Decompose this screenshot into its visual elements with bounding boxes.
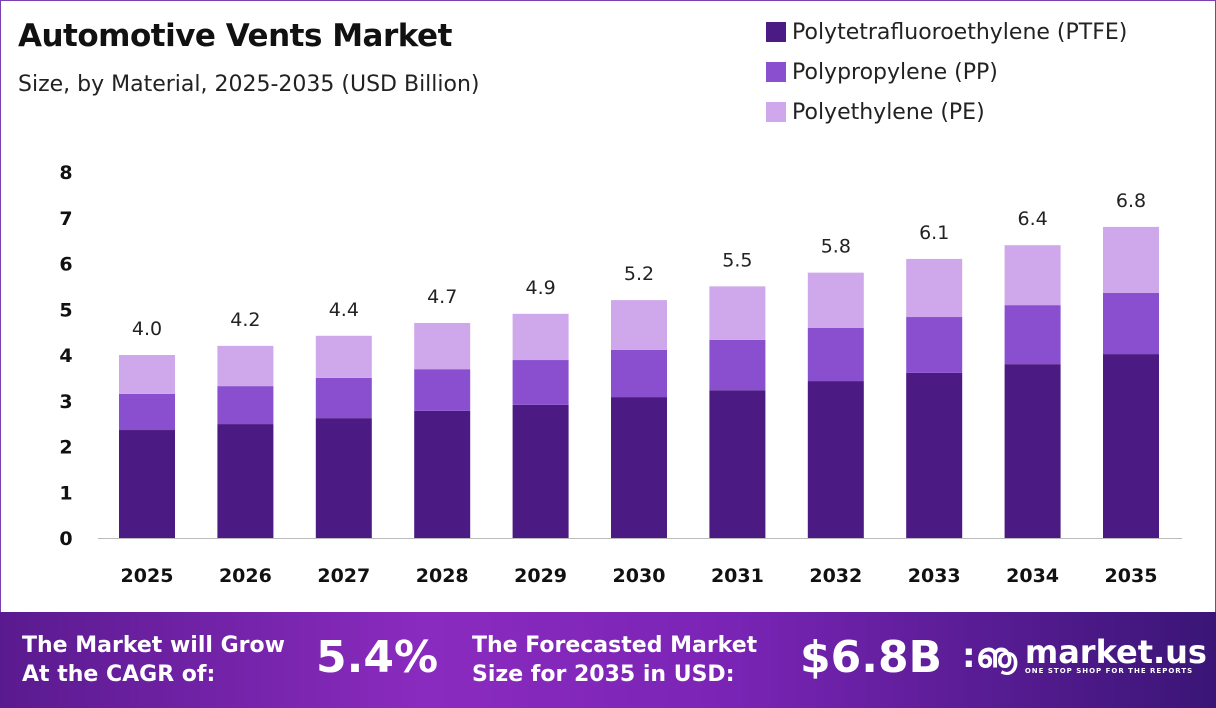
bar-segment-ptfe <box>807 381 864 538</box>
bar-segment-pp <box>315 377 372 419</box>
bar-segment-ptfe <box>906 372 963 538</box>
cagr-value: 5.4% <box>316 632 439 683</box>
bar-segment-pp <box>512 360 569 405</box>
footer-banner: The Market will Grow At the CAGR of: 5.4%… <box>0 612 1216 708</box>
bar-segment-pe <box>512 313 569 361</box>
bar-segment-ptfe <box>217 424 274 538</box>
x-tick-label: 2027 <box>317 565 370 587</box>
bar-chart: 0 1 2 3 4 5 6 7 8 4.0 2025 4.2 2026 4.4 2027 4.7 2028 4.9… <box>59 162 1182 587</box>
bar-segment-pe <box>217 345 274 387</box>
forecast-label-line: Size for 2035 in USD: <box>472 662 735 687</box>
legend-item-pe: Polyethylene (PE) <box>766 92 1127 132</box>
forecast-value: $6.8B <box>800 632 943 683</box>
x-tick-label: 2028 <box>416 565 469 587</box>
bar-segment-pp <box>217 386 274 425</box>
bar-segment-pp <box>414 369 471 411</box>
bar-total-label: 5.2 <box>624 263 654 285</box>
legend: Polytetrafluoroethylene (PTFE) Polypropy… <box>766 12 1127 132</box>
x-tick-label: 2035 <box>1105 565 1158 587</box>
bar-segment-pe <box>315 335 372 378</box>
y-tick-label: 5 <box>59 299 72 321</box>
cagr-label-line: The Market will Grow <box>22 633 285 658</box>
x-tick-label: 2034 <box>1006 565 1059 587</box>
legend-label: Polytetrafluoroethylene (PTFE) <box>792 19 1128 45</box>
x-tick-label: 2029 <box>514 565 567 587</box>
y-tick-label: 3 <box>59 391 72 413</box>
y-tick-label: 0 <box>59 528 72 550</box>
y-tick-label: 6 <box>59 254 72 276</box>
bar-segment-ptfe <box>119 430 175 538</box>
bar-segment-pe <box>414 322 471 370</box>
bar-total-label: 4.0 <box>132 318 162 340</box>
bar-total-label: 6.4 <box>1017 208 1047 230</box>
legend-swatch <box>766 102 786 122</box>
logo-tagline: ONE STOP SHOP FOR THE REPORTS <box>1024 667 1194 675</box>
bar-segment-ptfe <box>709 390 766 538</box>
bar-total-label: 4.9 <box>525 277 555 299</box>
y-tick-label: 2 <box>59 437 72 459</box>
bar-segment-pp <box>1103 292 1159 355</box>
bar-total-label: 5.8 <box>821 236 851 258</box>
bar-segment-ptfe <box>414 410 471 538</box>
market-us-logo: :ൡ market.us ONE STOP SHOP FOR THE REPORT… <box>962 636 1207 676</box>
bar-segment-pe <box>906 258 963 318</box>
bar-segment-pp <box>119 393 175 431</box>
bar-segment-ptfe <box>512 404 569 538</box>
logo-mark-icon: :ൡ <box>962 636 1017 676</box>
bar-segment-pp <box>1004 305 1061 365</box>
bar-total-label: 4.7 <box>427 286 457 308</box>
bar-segment-pe <box>1004 245 1061 306</box>
y-tick-label: 7 <box>59 208 72 230</box>
x-tick-label: 2033 <box>908 565 961 587</box>
bar-segment-pe <box>807 272 864 329</box>
x-tick-label: 2026 <box>219 565 272 587</box>
bar-segment-pe <box>1103 226 1159 293</box>
bar-segment-pp <box>611 349 667 398</box>
cagr-label: The Market will Grow At the CAGR of: <box>22 631 285 689</box>
chart-subtitle: Size, by Material, 2025-2035 (USD Billio… <box>18 72 480 97</box>
legend-label: Polypropylene (PP) <box>792 59 998 85</box>
logo-name: market.us <box>1024 633 1207 671</box>
forecast-label-line: The Forecasted Market <box>472 633 758 658</box>
bar-segment-ptfe <box>1103 354 1159 538</box>
bar-segment-ptfe <box>611 397 667 538</box>
bar-segment-pe <box>611 300 667 350</box>
bar-segment-pe <box>709 286 766 340</box>
bar-total-label: 4.2 <box>230 309 260 331</box>
x-tick-label: 2032 <box>809 565 862 587</box>
chart-title: Automotive Vents Market <box>18 18 452 54</box>
legend-label: Polyethylene (PE) <box>792 99 985 125</box>
bar-segment-pp <box>807 328 864 382</box>
y-tick-label: 1 <box>59 482 72 504</box>
bar-segment-ptfe <box>315 418 372 538</box>
legend-swatch <box>766 62 786 82</box>
y-tick-label: 8 <box>59 162 72 184</box>
cagr-label-line: At the CAGR of: <box>22 662 216 687</box>
bar-segment-pp <box>709 339 766 391</box>
legend-item-ptfe: Polytetrafluoroethylene (PTFE) <box>766 12 1127 52</box>
bar-segment-pe <box>119 355 175 394</box>
bar-total-label: 6.8 <box>1116 190 1146 212</box>
y-tick-label: 4 <box>59 345 72 367</box>
legend-item-pp: Polypropylene (PP) <box>766 52 1127 92</box>
legend-swatch <box>766 22 786 42</box>
bar-segment-pp <box>906 317 963 373</box>
bar-total-label: 6.1 <box>919 222 949 244</box>
bar-segment-ptfe <box>1004 364 1061 538</box>
x-tick-label: 2031 <box>711 565 764 587</box>
x-tick-label: 2025 <box>121 565 174 587</box>
forecast-label: The Forecasted Market Size for 2035 in US… <box>472 631 757 689</box>
bar-total-label: 4.4 <box>329 299 359 321</box>
x-tick-label: 2030 <box>613 565 666 587</box>
bar-total-label: 5.5 <box>722 249 752 271</box>
